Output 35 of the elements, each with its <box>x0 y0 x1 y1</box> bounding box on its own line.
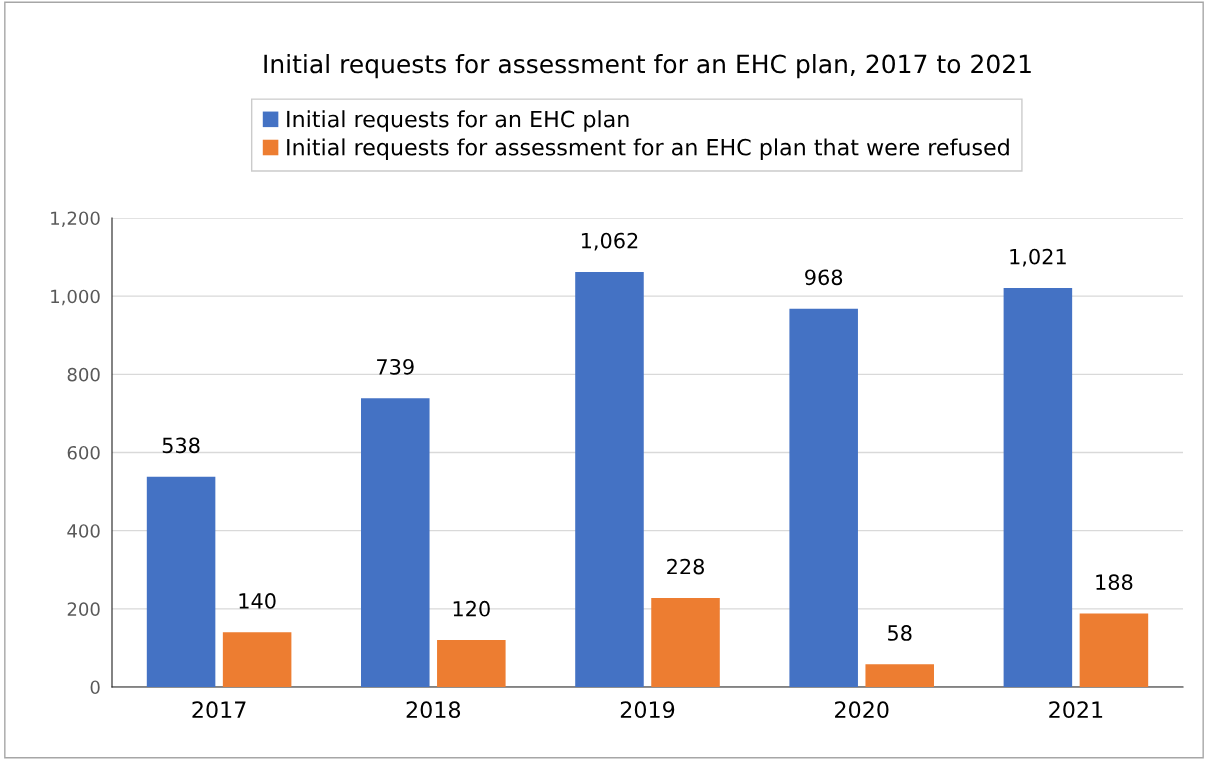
y-tick-label: 0 <box>90 680 100 695</box>
bar <box>865 664 934 687</box>
y-tick-label: 200 <box>67 602 100 616</box>
bar <box>651 597 720 687</box>
bar <box>789 308 858 687</box>
x-tick-label: 2020 <box>835 701 889 719</box>
x-tick-label: 2018 <box>406 701 461 719</box>
chart-title: Initial requests for assessment for an EHC plan, 2017 to 2021 <box>264 54 1031 79</box>
data-label: 1,021 <box>1010 248 1066 267</box>
bar <box>222 632 292 687</box>
data-label: 538 <box>162 437 200 454</box>
data-label: 968 <box>805 269 843 286</box>
y-tick-label: 400 <box>67 524 100 538</box>
bar <box>575 271 644 687</box>
data-label: 120 <box>453 600 490 617</box>
data-label: 228 <box>667 558 704 575</box>
data-label: 1,062 <box>581 232 638 251</box>
bar <box>146 476 216 687</box>
y-tick-label: 800 <box>67 367 100 382</box>
legend-label: Initial requests for an EHC plan <box>287 110 629 132</box>
data-label: 58 <box>888 625 912 641</box>
x-tick-label: 2021 <box>1049 701 1103 719</box>
data-label: 188 <box>1096 574 1133 591</box>
bar <box>1079 613 1149 687</box>
data-label: 140 <box>239 593 276 609</box>
x-tick-label: 2017 <box>192 701 246 719</box>
legend-label: Initial requests for assessment for an EHC plan that were refused <box>287 138 1009 160</box>
y-tick-label: 1,200 <box>51 211 100 227</box>
data-label: 739 <box>377 358 414 375</box>
bar <box>1003 287 1073 687</box>
x-tick-label: 2019 <box>620 701 675 719</box>
y-tick-label: 600 <box>67 445 100 460</box>
bar <box>437 640 506 687</box>
y-tick-label: 1,000 <box>51 289 100 306</box>
bar <box>361 398 430 687</box>
